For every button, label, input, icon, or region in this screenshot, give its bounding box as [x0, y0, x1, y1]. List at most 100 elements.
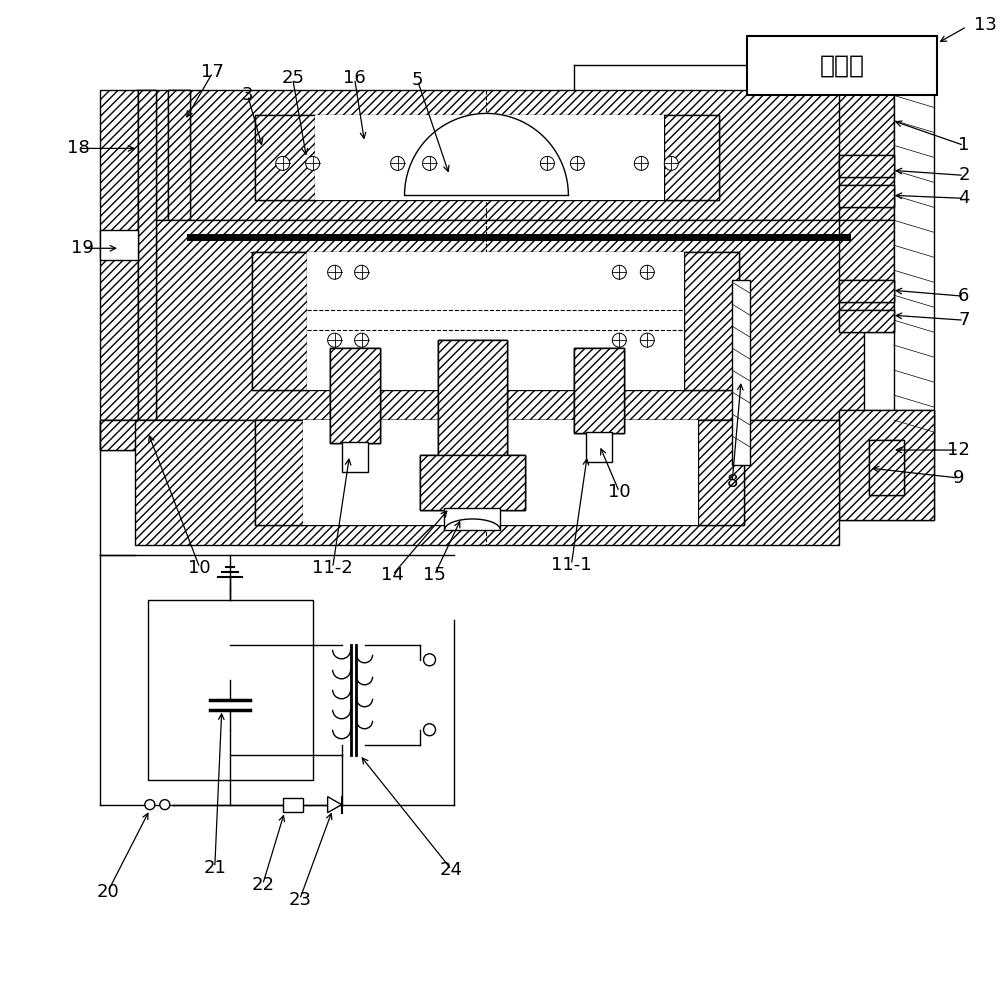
Circle shape [640, 333, 654, 348]
Text: 24: 24 [440, 860, 463, 879]
Polygon shape [328, 796, 342, 813]
Bar [732, 280, 750, 465]
Text: 10: 10 [188, 559, 211, 576]
Circle shape [355, 333, 369, 348]
Circle shape [423, 156, 437, 170]
Text: 25: 25 [281, 70, 304, 87]
Circle shape [634, 156, 648, 170]
Bar [168, 90, 190, 220]
Bar [438, 340, 507, 460]
Circle shape [612, 265, 626, 279]
Bar [684, 252, 739, 390]
Circle shape [640, 265, 654, 279]
Circle shape [540, 156, 554, 170]
Bar [839, 90, 894, 220]
Text: 16: 16 [343, 70, 366, 87]
Bar [330, 349, 380, 443]
Text: 真空泵: 真空泵 [820, 53, 865, 78]
Circle shape [424, 654, 436, 666]
Bar [100, 420, 235, 450]
Text: 9: 9 [953, 469, 965, 487]
Bar [839, 186, 894, 207]
Bar [255, 116, 719, 200]
Bar [839, 310, 894, 332]
Bar [839, 410, 934, 519]
Bar [839, 280, 894, 302]
Circle shape [160, 799, 170, 809]
Bar [255, 420, 303, 525]
Bar [444, 508, 500, 530]
Text: 5: 5 [412, 72, 423, 89]
Text: 18: 18 [67, 139, 89, 157]
Circle shape [355, 265, 369, 279]
Text: 2: 2 [958, 166, 970, 185]
Bar [100, 90, 138, 420]
Circle shape [328, 333, 342, 348]
Bar [148, 600, 313, 780]
Circle shape [424, 724, 436, 736]
Bar [138, 90, 156, 420]
Bar [303, 420, 698, 525]
Bar [315, 116, 664, 200]
Circle shape [570, 156, 584, 170]
Bar [438, 340, 507, 460]
Bar [255, 420, 744, 525]
Bar [438, 340, 507, 460]
Polygon shape [405, 114, 568, 195]
Circle shape [306, 156, 320, 170]
Bar [574, 349, 624, 433]
Bar [100, 231, 138, 260]
Text: 3: 3 [242, 86, 253, 104]
Bar [135, 220, 864, 420]
Bar [255, 116, 315, 200]
Circle shape [664, 156, 678, 170]
Bar [135, 90, 864, 220]
Bar [420, 455, 525, 510]
Bar [135, 420, 839, 545]
Bar [839, 155, 894, 178]
Text: 8: 8 [726, 473, 738, 491]
Bar [283, 797, 303, 812]
Bar [420, 455, 525, 510]
Bar [342, 442, 368, 472]
Bar [138, 90, 156, 420]
Text: 12: 12 [947, 441, 970, 459]
Text: 7: 7 [958, 311, 970, 329]
Circle shape [328, 265, 342, 279]
Text: 14: 14 [381, 566, 404, 584]
Bar [307, 252, 684, 390]
Text: 15: 15 [423, 566, 446, 584]
Bar [839, 155, 894, 178]
Bar [330, 349, 380, 443]
Circle shape [276, 156, 290, 170]
Bar [698, 420, 744, 525]
Text: 17: 17 [201, 64, 224, 82]
Text: 19: 19 [71, 240, 94, 257]
Bar [420, 455, 525, 510]
Text: 22: 22 [251, 876, 274, 894]
Text: 1: 1 [958, 136, 970, 154]
Bar [252, 252, 739, 390]
Bar [574, 349, 624, 433]
Text: 11-2: 11-2 [312, 559, 353, 576]
Text: 13: 13 [974, 16, 997, 33]
Bar [586, 432, 612, 463]
Bar [869, 440, 904, 495]
Circle shape [145, 799, 155, 809]
Text: 21: 21 [203, 858, 226, 877]
Text: 20: 20 [97, 883, 119, 900]
Text: 6: 6 [958, 287, 970, 305]
Bar [894, 90, 934, 450]
Circle shape [612, 333, 626, 348]
Text: 10: 10 [608, 483, 631, 501]
Bar [869, 440, 904, 495]
Bar [839, 310, 894, 332]
Bar [574, 349, 624, 433]
Bar [839, 220, 894, 320]
Circle shape [391, 156, 405, 170]
Bar [168, 90, 190, 220]
Bar [839, 410, 934, 519]
Text: 23: 23 [288, 891, 311, 908]
Bar [100, 420, 235, 450]
Text: 11-1: 11-1 [551, 556, 592, 573]
